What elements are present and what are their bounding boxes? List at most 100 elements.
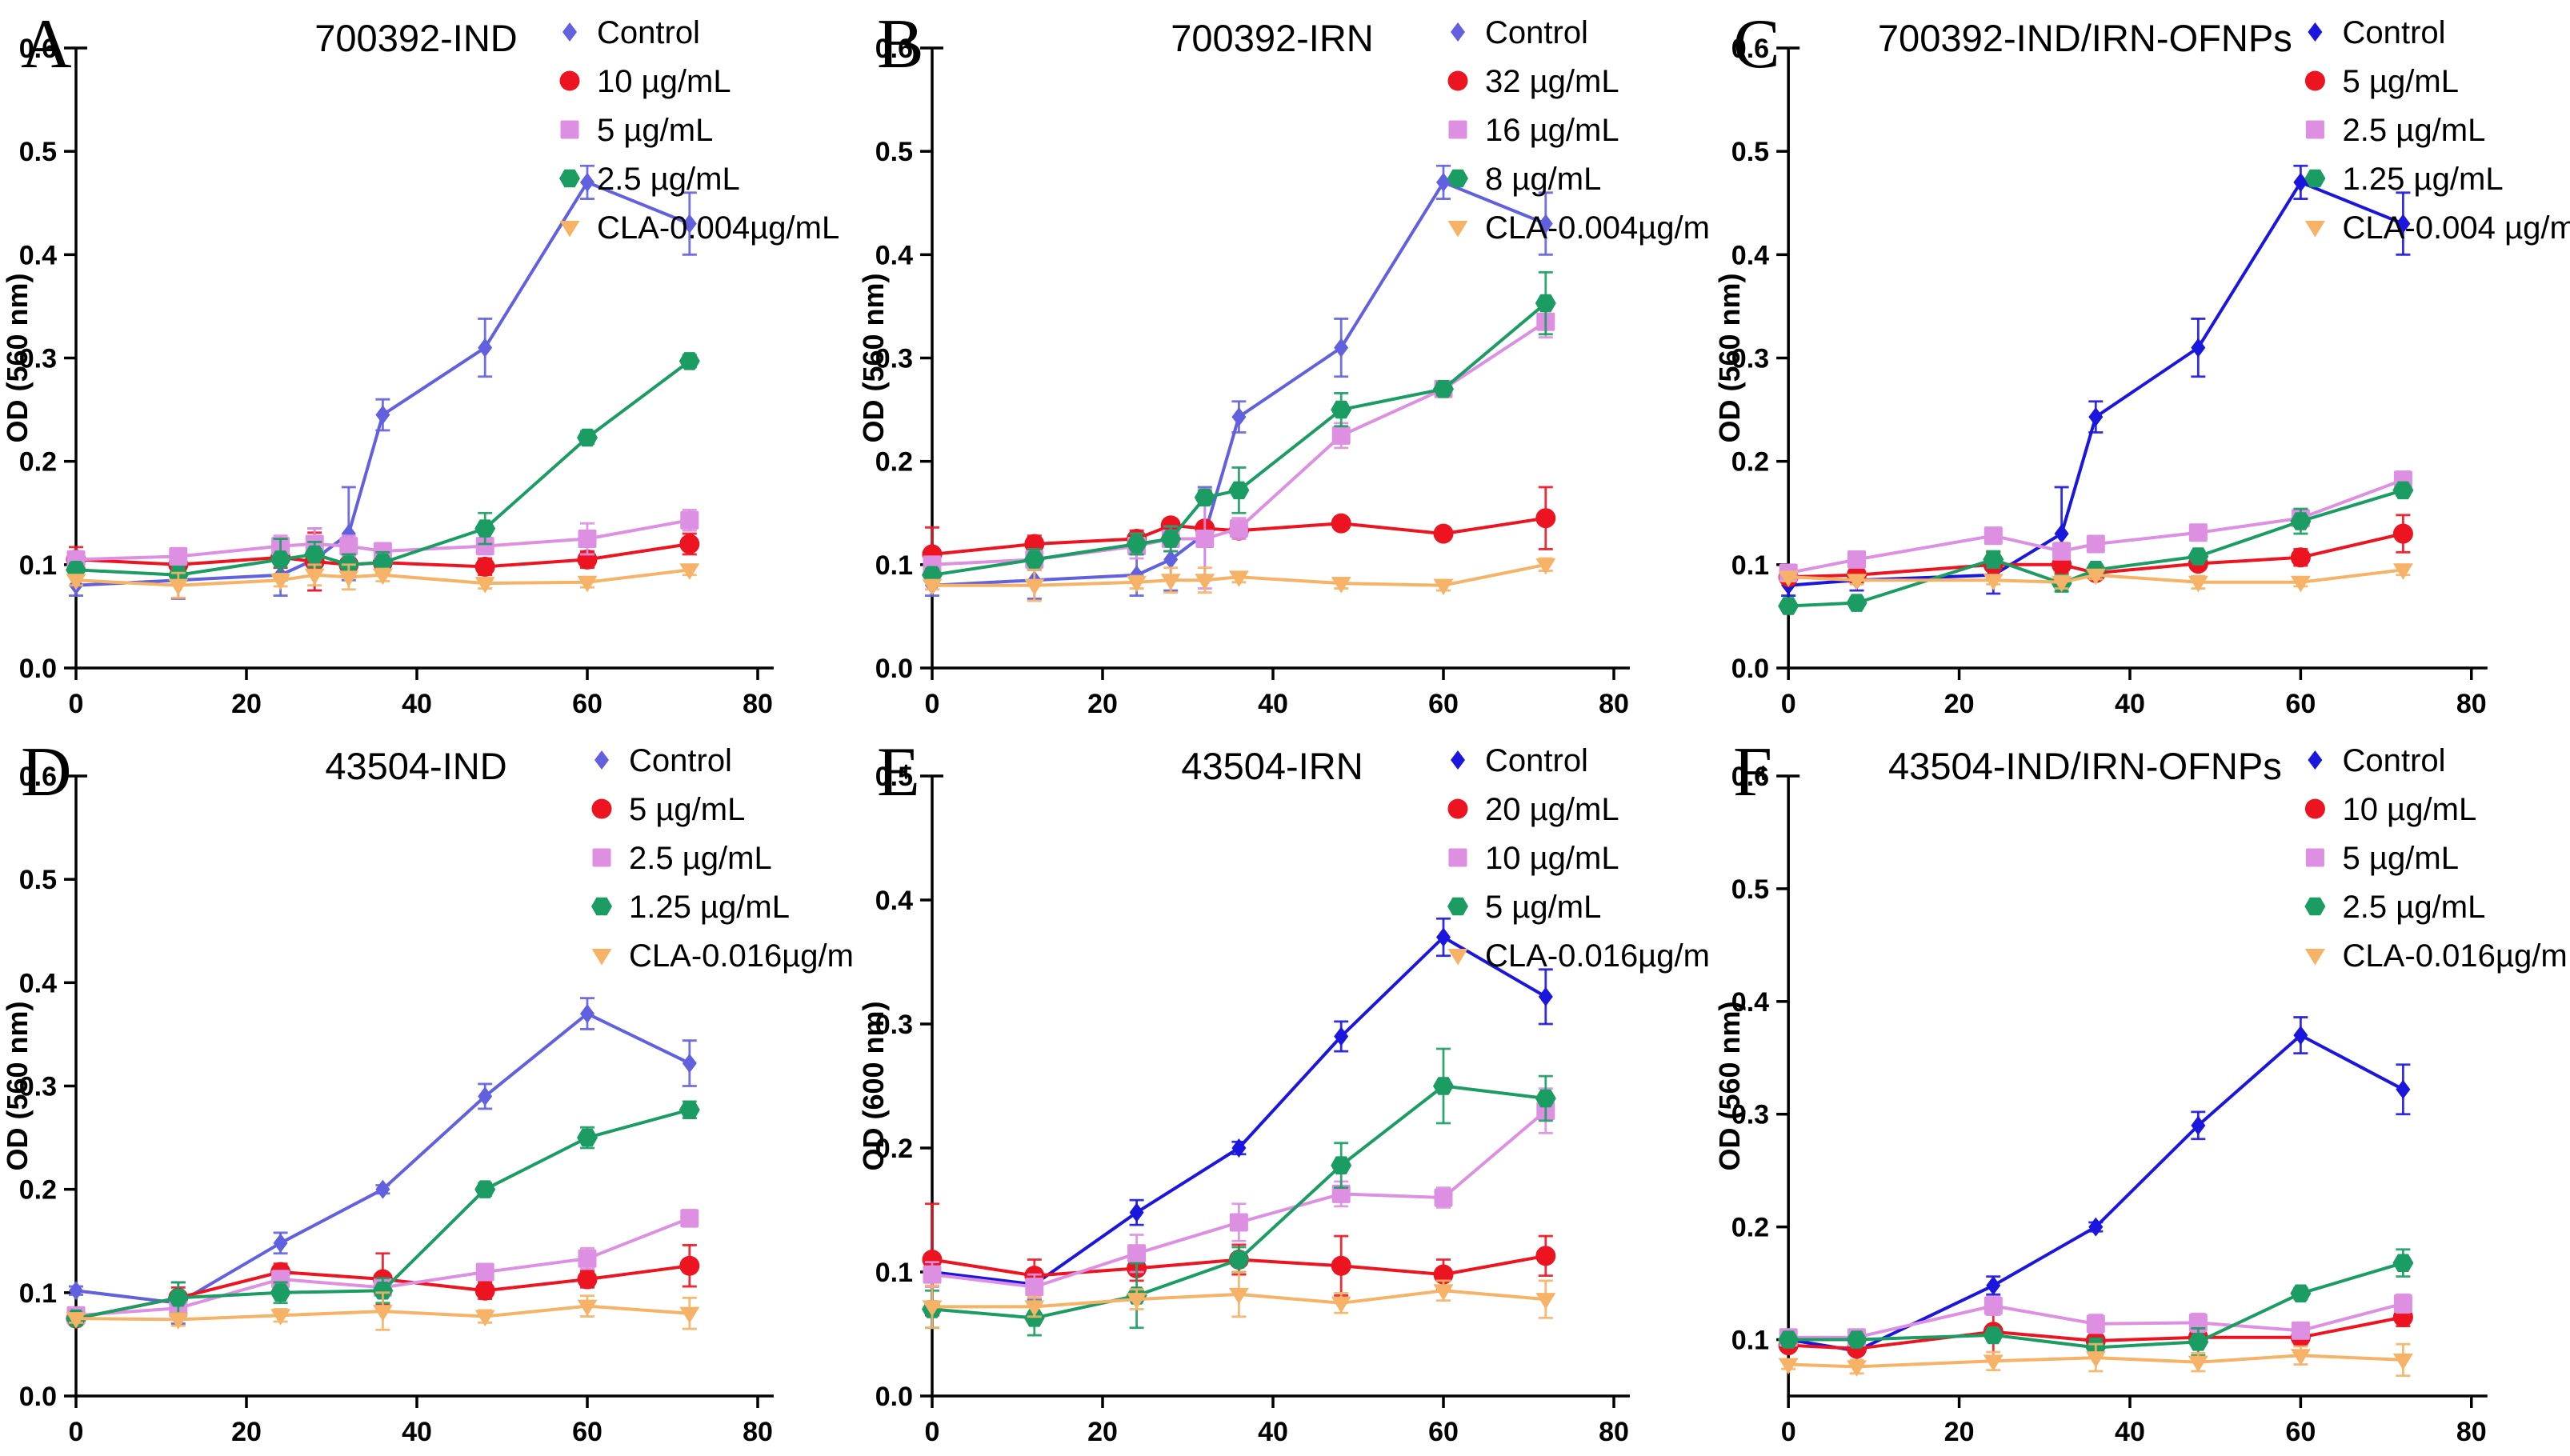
data-point-marker	[270, 574, 291, 590]
panel-d: D 0.0 0.1 0.2 0.3 0.4 0.5 0.6 0 20 40 60 80 Time (s)…	[0, 728, 856, 1456]
data-point-marker	[474, 519, 496, 538]
legend: Control 10 µg/mL 5 µg/mL 2.5 µg/mL CLA-0.004…	[559, 15, 839, 246]
data-point-marker	[1023, 1309, 1045, 1327]
legend-marker	[2305, 848, 2324, 867]
data-point-marker	[169, 547, 188, 566]
legend-label: 5 µg/mL	[629, 792, 745, 827]
data-point-marker	[1538, 214, 1553, 234]
legend-label: CLA-0.004µg/mL	[1485, 210, 1712, 246]
data-point-marker	[474, 1280, 495, 1301]
data-point-marker	[2290, 575, 2311, 593]
data-point-marker	[1331, 1296, 1351, 1314]
panel-e: E 0.0 0.1 0.2 0.3 0.4 0.5 0 20 40 60 80 Time (s) OD …	[856, 728, 1712, 1456]
y-tick-label: 0.4	[875, 886, 913, 916]
x-tick-label: 40	[402, 1417, 432, 1447]
data-point-marker	[2393, 1294, 2412, 1313]
tick-labels: 0.0 0.1 0.2 0.3 0.4 0.5 0 20 40 60 80	[875, 762, 1629, 1447]
data-point-marker	[474, 577, 495, 594]
data-point-marker	[475, 1262, 494, 1282]
data-point-marker	[2188, 547, 2209, 566]
legend-label: CLA-0.016µg/mL	[2342, 938, 2570, 974]
data-point-marker	[580, 172, 594, 192]
legend-marker	[1448, 848, 1467, 867]
panel-f: F 0.1 0.2 0.3 0.4 0.5 0.6 0 20 40 60 80 Time (h) OD …	[1712, 728, 2570, 1456]
x-tick-label: 40	[2115, 689, 2145, 719]
data-point-marker	[2086, 1314, 2105, 1334]
series-line	[1787, 478, 2404, 575]
data-point-marker	[1228, 1287, 1249, 1305]
y-tick-label: 0.5	[1731, 137, 1769, 167]
legend-marker	[1447, 798, 1468, 819]
error-bars	[925, 917, 1553, 1301]
data-point-marker	[1983, 550, 2004, 569]
panel-e-chart: 0.0 0.1 0.2 0.3 0.4 0.5 0 20 40 60 80 Time (s) OD (6…	[857, 743, 1712, 1456]
data-point-marker	[2291, 1321, 2310, 1340]
data-point-marker	[168, 1313, 189, 1330]
data-point-marker	[1126, 534, 1147, 554]
error-bars	[1781, 1016, 2411, 1366]
x-axis-title: Time (h)	[361, 725, 472, 728]
legend-marker	[591, 897, 612, 916]
panel-c: C 0.0 0.1 0.2 0.3 0.4 0.5 0.6 0 20 40 60 80 Time (h)…	[1712, 0, 2570, 728]
legend-label: Control	[1485, 743, 1588, 778]
data-point-marker	[679, 563, 700, 580]
y-tick-label: 0.2	[875, 447, 913, 478]
x-tick-label: 80	[1599, 1417, 1629, 1447]
legend-marker	[1447, 221, 1468, 238]
legend-label: Control	[2342, 15, 2445, 50]
legend-marker	[1448, 120, 1467, 139]
legend-label: 5 µg/mL	[1485, 890, 1601, 925]
data-point-marker	[577, 428, 598, 447]
data-point-marker	[478, 1086, 493, 1106]
data-point-marker	[1535, 508, 1556, 529]
data-point-marker	[2052, 542, 2072, 561]
data-point-marker	[679, 352, 700, 370]
legend-marker	[591, 798, 612, 819]
data-point-marker	[1847, 574, 1867, 590]
legend-marker	[562, 22, 577, 42]
x-tick-label: 20	[231, 1417, 262, 1447]
data-point-marker	[2392, 523, 2413, 544]
axes	[1776, 774, 2488, 1408]
panel-c-chart: 0.0 0.1 0.2 0.3 0.4 0.5 0.6 0 20 40 60 80 Time (h) OD…	[1713, 15, 2570, 728]
data-point-marker	[270, 1283, 291, 1302]
data-point-marker	[1127, 1293, 1147, 1310]
legend-marker	[2308, 22, 2323, 42]
legend-marker	[2304, 798, 2325, 819]
panel-title: 700392-IND	[314, 17, 517, 59]
series-cla-0.004-g-ml	[922, 557, 1556, 602]
y-tick-label: 0.2	[1731, 1213, 1769, 1243]
x-axis-title: Time (h)	[1217, 725, 1328, 728]
data-point-marker	[375, 405, 390, 425]
data-point-marker	[1984, 1296, 2003, 1315]
series-cla-0.004-g-ml	[1778, 563, 2413, 593]
data-point-marker	[1778, 1358, 1799, 1375]
data-point-marker	[273, 1233, 288, 1253]
panel-title: 43504-IND/IRN-OFNPs	[1888, 745, 2282, 787]
legend-marker	[1447, 897, 1468, 916]
legend-label: 20 µg/mL	[1485, 792, 1619, 827]
data-point-marker	[922, 578, 943, 596]
data-point-marker	[922, 1300, 943, 1317]
panel-c-letter: C	[1733, 6, 1780, 83]
y-tick-label: 0.4	[19, 968, 57, 998]
data-point-marker	[372, 568, 393, 586]
series-line	[1788, 488, 2404, 608]
data-point-marker	[1433, 578, 1454, 596]
data-point-marker	[270, 1309, 291, 1326]
x-tick-label: 40	[2115, 1417, 2145, 1447]
series-line	[1788, 568, 2404, 584]
x-tick-label: 60	[2285, 1417, 2316, 1447]
series-line	[1788, 180, 2404, 587]
series-cla-0.016-g-ml	[922, 1270, 1556, 1330]
legend-marker	[1447, 169, 1468, 188]
data-point-marker	[1847, 550, 1867, 569]
legend-label: 10 µg/mL	[2342, 792, 2476, 827]
data-point-marker	[2188, 1333, 2209, 1351]
x-tick-label: 40	[402, 689, 432, 719]
data-point-marker	[679, 534, 700, 554]
legend-label: 10 µg/mL	[597, 64, 731, 99]
x-axis-title: Time (s)	[1218, 1453, 1327, 1456]
y-tick-label: 0.3	[19, 344, 57, 374]
x-axis-title: Time (h)	[2074, 1453, 2186, 1456]
